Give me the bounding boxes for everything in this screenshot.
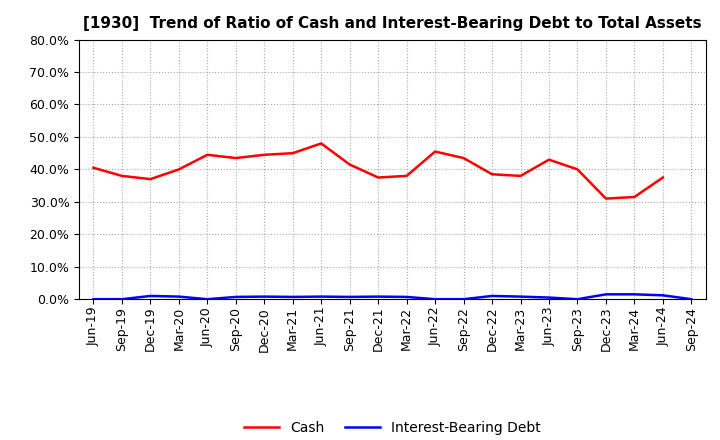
Cash xyxy=(487,172,496,177)
Interest-Bearing Debt xyxy=(573,297,582,302)
Cash xyxy=(573,167,582,172)
Cash xyxy=(146,176,155,182)
Interest-Bearing Debt xyxy=(203,297,212,302)
Line: Cash: Cash xyxy=(94,143,663,198)
Cash xyxy=(232,155,240,161)
Interest-Bearing Debt xyxy=(487,293,496,299)
Interest-Bearing Debt xyxy=(402,294,411,300)
Interest-Bearing Debt xyxy=(117,297,126,302)
Cash xyxy=(602,196,611,201)
Interest-Bearing Debt xyxy=(431,297,439,302)
Interest-Bearing Debt xyxy=(687,297,696,302)
Interest-Bearing Debt xyxy=(317,294,325,299)
Cash xyxy=(431,149,439,154)
Cash xyxy=(630,194,639,200)
Interest-Bearing Debt xyxy=(346,294,354,300)
Interest-Bearing Debt xyxy=(289,294,297,300)
Interest-Bearing Debt xyxy=(260,294,269,299)
Interest-Bearing Debt xyxy=(146,293,155,299)
Line: Interest-Bearing Debt: Interest-Bearing Debt xyxy=(94,294,691,299)
Interest-Bearing Debt xyxy=(174,294,183,299)
Interest-Bearing Debt xyxy=(374,294,382,299)
Cash xyxy=(289,150,297,156)
Cash xyxy=(203,152,212,158)
Cash xyxy=(317,141,325,146)
Interest-Bearing Debt xyxy=(545,295,554,300)
Cash xyxy=(374,175,382,180)
Cash xyxy=(174,167,183,172)
Interest-Bearing Debt xyxy=(516,294,525,299)
Cash xyxy=(260,152,269,158)
Cash xyxy=(89,165,98,170)
Interest-Bearing Debt xyxy=(459,297,468,302)
Cash xyxy=(117,173,126,179)
Interest-Bearing Debt xyxy=(602,292,611,297)
Cash xyxy=(516,173,525,179)
Cash xyxy=(659,175,667,180)
Cash xyxy=(402,173,411,179)
Interest-Bearing Debt xyxy=(630,292,639,297)
Title: [1930]  Trend of Ratio of Cash and Interest-Bearing Debt to Total Assets: [1930] Trend of Ratio of Cash and Intere… xyxy=(83,16,702,32)
Cash xyxy=(459,155,468,161)
Cash xyxy=(346,162,354,167)
Interest-Bearing Debt xyxy=(89,297,98,302)
Interest-Bearing Debt xyxy=(232,294,240,300)
Cash xyxy=(545,157,554,162)
Interest-Bearing Debt xyxy=(659,293,667,298)
Legend: Cash, Interest-Bearing Debt: Cash, Interest-Bearing Debt xyxy=(238,415,546,440)
